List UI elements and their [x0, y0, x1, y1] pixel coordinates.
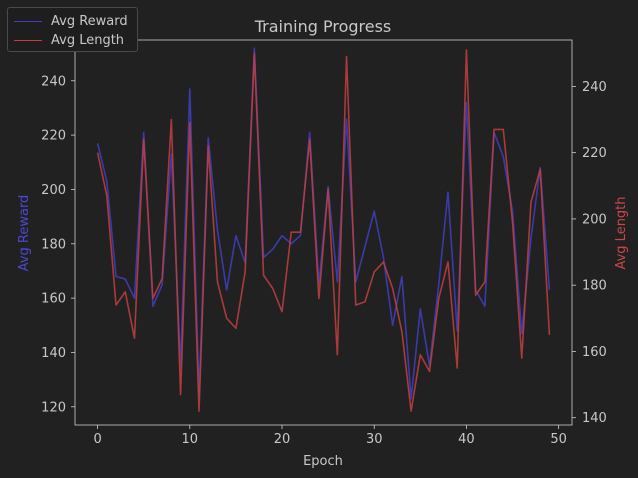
- right-y-axis-label: Avg Length: [614, 196, 629, 269]
- right-y-tick-label: 140: [582, 411, 607, 426]
- legend-swatch-length: [14, 39, 42, 41]
- left-y-tick-label: 240: [41, 74, 66, 89]
- right-y-tick-label: 180: [582, 279, 607, 294]
- x-tick-label: 50: [550, 432, 567, 447]
- right-y-axis-ticks: 140 160 180 200 220 240: [572, 80, 607, 426]
- legend-label-length: Avg Length: [51, 32, 125, 48]
- chart-title: Training Progress: [254, 17, 392, 36]
- x-axis-label: Epoch: [303, 454, 343, 469]
- left-y-axis-label: Avg Reward: [17, 195, 32, 272]
- x-tick-label: 30: [366, 432, 383, 447]
- x-tick-label: 0: [93, 432, 101, 447]
- left-y-tick-label: 200: [41, 183, 66, 198]
- x-tick-label: 20: [274, 432, 291, 447]
- left-y-axis-ticks: 120 140 160 180 200 220 240: [41, 74, 75, 415]
- legend: Avg Reward Avg Length: [7, 7, 138, 52]
- left-y-tick-label: 180: [41, 237, 66, 252]
- right-y-tick-label: 200: [582, 212, 607, 227]
- left-y-tick-label: 140: [41, 346, 66, 361]
- plot-frame: [74, 39, 573, 426]
- series-line-avg-length: [96, 49, 551, 412]
- x-axis-ticks: 0 10 20 30 40 50: [93, 425, 567, 447]
- right-y-tick-label: 220: [582, 146, 607, 161]
- series-layer: [96, 47, 551, 412]
- left-y-tick-label: 220: [41, 129, 66, 144]
- x-tick-label: 40: [458, 432, 475, 447]
- legend-item-length: Avg Length: [14, 31, 124, 49]
- left-y-tick-label: 160: [41, 292, 66, 307]
- left-y-tick-label: 120: [41, 400, 66, 415]
- right-y-tick-label: 160: [582, 345, 607, 360]
- legend-item-reward: Avg Reward: [14, 12, 128, 30]
- legend-swatch-reward: [14, 20, 42, 22]
- legend-label-reward: Avg Reward: [51, 13, 128, 29]
- x-tick-label: 10: [182, 432, 199, 447]
- right-y-tick-label: 240: [582, 80, 607, 95]
